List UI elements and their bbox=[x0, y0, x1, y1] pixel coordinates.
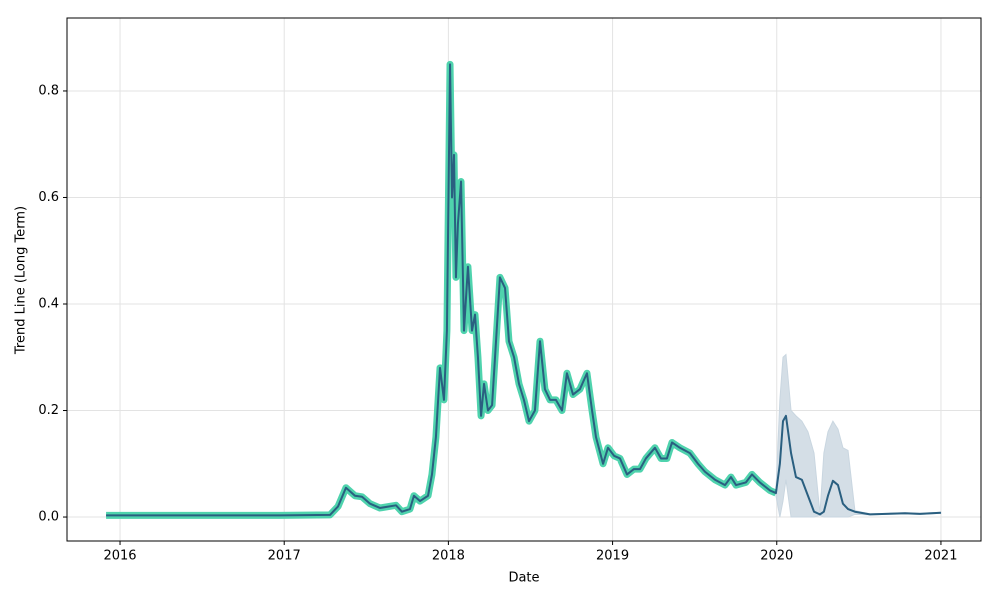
uncertainty-band bbox=[775, 353, 942, 518]
x-tick-label: 2021 bbox=[924, 549, 957, 564]
y-tick-label: 0.6 bbox=[38, 190, 59, 205]
x-tick-label: 2017 bbox=[268, 549, 301, 564]
x-tick-label: 2019 bbox=[596, 549, 629, 564]
series-line bbox=[106, 63, 941, 517]
x-tick-label: 2018 bbox=[432, 549, 465, 564]
y-tick-label: 0.0 bbox=[38, 510, 59, 525]
x-tick-label: 2016 bbox=[103, 549, 136, 564]
x-tick-label: 2020 bbox=[760, 549, 793, 564]
series-line bbox=[106, 60, 778, 519]
x-axis-label: Date bbox=[508, 571, 539, 586]
y-tick-label: 0.8 bbox=[38, 83, 59, 98]
y-tick-label: 0.2 bbox=[38, 403, 59, 418]
plot-frame bbox=[66, 17, 982, 542]
y-tick-label: 0.4 bbox=[38, 296, 59, 311]
y-axis-label: Trend Line (Long Term) bbox=[14, 206, 29, 355]
